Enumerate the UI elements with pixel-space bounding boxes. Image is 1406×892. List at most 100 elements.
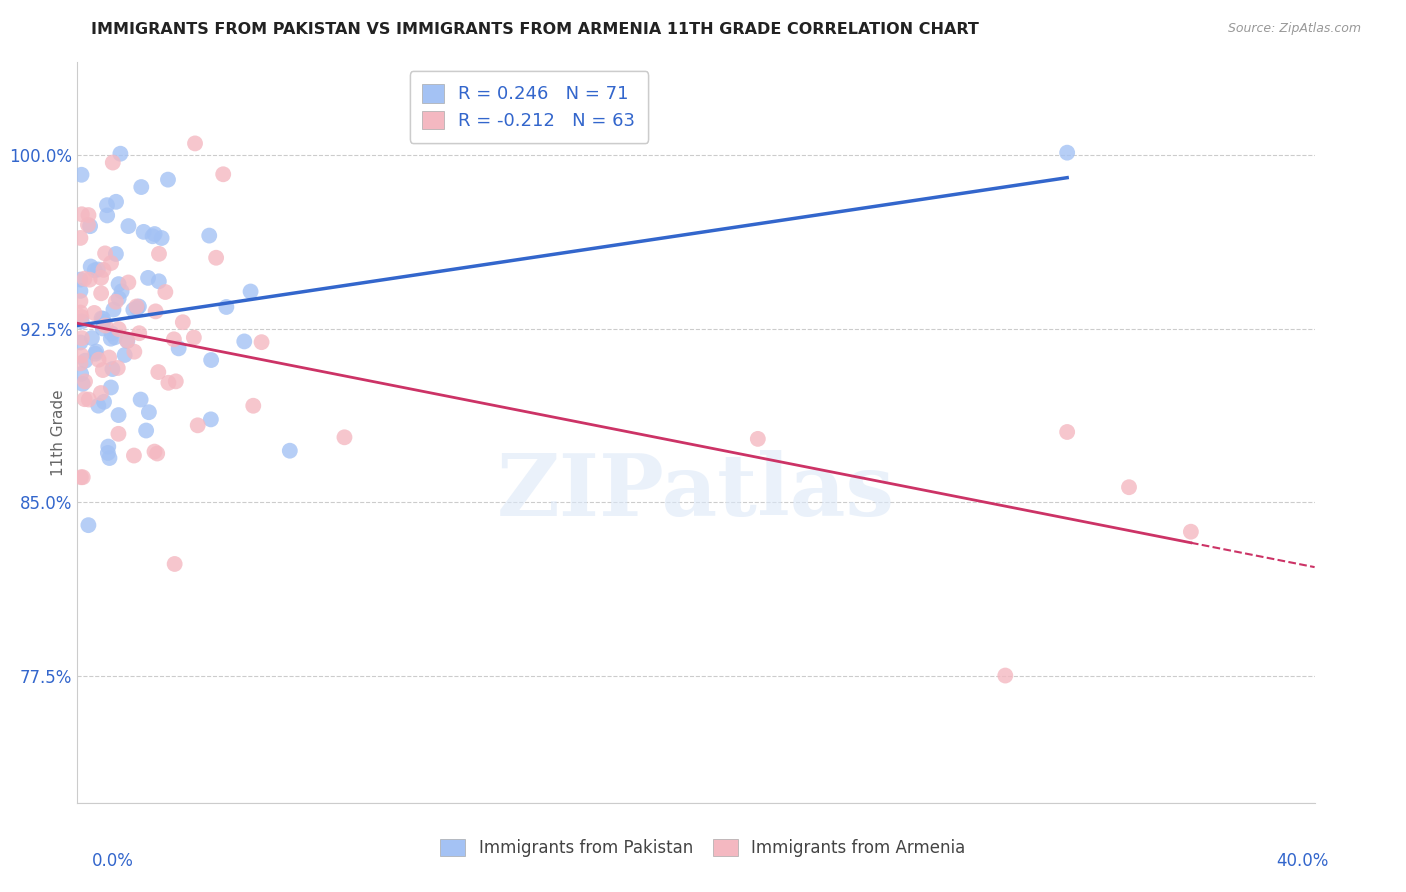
Point [107, 426, 129, 441]
Point [80, 260, 103, 274]
Point [110, 285, 132, 299]
Point [129, 180, 152, 194]
Point [77, 518, 100, 533]
Point [77, 218, 100, 232]
Point [747, 432, 769, 446]
Text: 40.0%: 40.0% [1277, 852, 1329, 870]
Point [1056, 145, 1078, 160]
Point [87, 352, 110, 367]
Point [278, 443, 301, 458]
Point [97, 440, 120, 454]
Point [98, 450, 121, 465]
Point [163, 557, 186, 571]
Point [75, 353, 97, 368]
Point [146, 446, 169, 460]
Point [93, 394, 115, 409]
Point [250, 335, 273, 350]
Point [107, 322, 129, 336]
Point [128, 326, 150, 341]
Point [70, 367, 93, 381]
Point [1056, 425, 1078, 439]
Point [128, 300, 150, 314]
Point [69, 231, 91, 245]
Point [90, 286, 112, 301]
Point [91, 363, 114, 377]
Point [148, 365, 170, 379]
Point [148, 274, 170, 288]
Point [73, 392, 96, 407]
Point [69, 294, 91, 309]
Point [69, 356, 91, 370]
Point [101, 362, 124, 376]
Point [205, 251, 228, 265]
Point [91, 311, 114, 326]
Point [333, 430, 356, 444]
Point [198, 228, 221, 243]
Point [142, 229, 165, 244]
Point [90, 270, 112, 285]
Point [70, 348, 93, 362]
Point [122, 302, 145, 317]
Text: 0.0%: 0.0% [91, 852, 134, 870]
Point [157, 376, 180, 390]
Legend: R = 0.246   N = 71, R = -0.212   N = 63: R = 0.246 N = 71, R = -0.212 N = 63 [409, 71, 648, 143]
Point [70, 314, 93, 328]
Point [1180, 524, 1202, 539]
Point [150, 231, 173, 245]
Point [122, 449, 145, 463]
Point [73, 375, 96, 389]
Point [103, 302, 125, 317]
Point [100, 380, 122, 394]
Point [117, 219, 139, 233]
Point [110, 146, 132, 161]
Point [143, 227, 166, 241]
Point [239, 285, 262, 299]
Point [91, 321, 114, 335]
Point [163, 332, 186, 346]
Point [200, 412, 222, 426]
Point [94, 318, 117, 333]
Point [70, 310, 93, 324]
Point [105, 194, 128, 209]
Point [994, 668, 1017, 682]
Point [69, 335, 91, 350]
Point [215, 300, 238, 314]
Point [212, 167, 235, 181]
Point [79, 219, 101, 234]
Point [136, 271, 159, 285]
Point [83, 263, 105, 277]
Point [96, 209, 118, 223]
Point [148, 247, 170, 261]
Legend: Immigrants from Pakistan, Immigrants from Armenia: Immigrants from Pakistan, Immigrants fro… [432, 831, 974, 866]
Point [107, 277, 129, 292]
Point [87, 399, 110, 413]
Point [125, 300, 148, 314]
Point [96, 198, 118, 212]
Point [172, 315, 194, 329]
Point [69, 305, 91, 319]
Point [104, 294, 127, 309]
Point [233, 334, 256, 349]
Point [69, 284, 91, 298]
Point [107, 408, 129, 422]
Point [100, 256, 122, 270]
Point [98, 351, 121, 365]
Point [143, 444, 166, 458]
Point [93, 263, 115, 277]
Point [117, 334, 139, 348]
Point [77, 208, 100, 222]
Point [70, 470, 93, 484]
Point [129, 392, 152, 407]
Point [79, 273, 101, 287]
Point [83, 306, 105, 320]
Text: Source: ZipAtlas.com: Source: ZipAtlas.com [1227, 22, 1361, 36]
Point [94, 246, 117, 260]
Point [104, 330, 127, 344]
Point [70, 331, 93, 345]
Point [70, 168, 93, 182]
Point [80, 331, 103, 345]
Point [90, 311, 112, 326]
Point [97, 446, 120, 460]
Point [114, 348, 136, 362]
Point [167, 342, 190, 356]
